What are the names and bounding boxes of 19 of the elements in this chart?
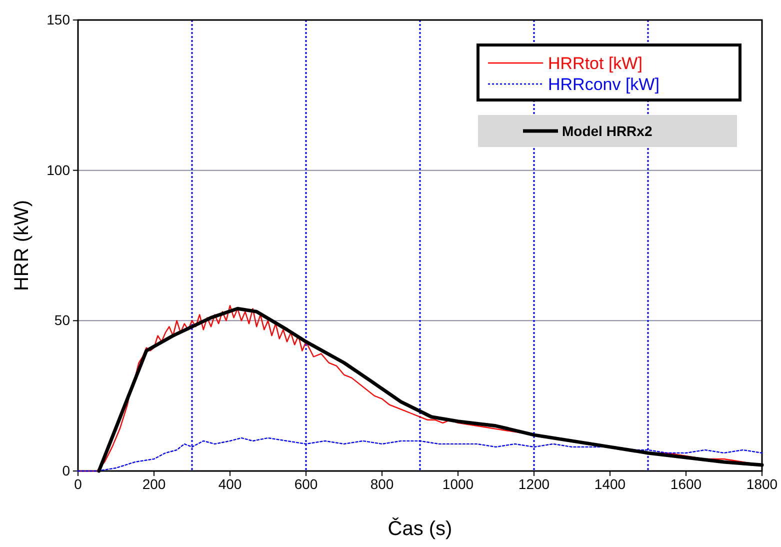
y-tick-label: 0: [62, 462, 70, 478]
y-tick-label: 150: [46, 11, 70, 28]
x-tick-label: 800: [370, 476, 394, 492]
legend-label: Model HRRx2: [562, 123, 652, 139]
x-axis-title: Čas (s): [388, 517, 452, 540]
x-tick-label: 1800: [746, 476, 778, 492]
x-tick-label: 1600: [670, 476, 702, 492]
x-tick-label: 1200: [518, 476, 550, 492]
legend-label: HRRconv [kW]: [548, 75, 660, 94]
x-tick-label: 1000: [442, 476, 474, 492]
x-tick-label: 200: [142, 476, 166, 492]
x-tick-label: 400: [218, 476, 242, 492]
y-tick-label: 100: [46, 162, 70, 178]
x-tick-label: 600: [294, 476, 318, 492]
y-axis-title: HRR (kW): [11, 200, 33, 292]
x-tick-label: 0: [74, 476, 82, 492]
y-tick-label: 50: [54, 312, 70, 328]
legend-label: HRRtot [kW]: [548, 54, 642, 73]
x-tick-label: 1400: [594, 476, 626, 492]
